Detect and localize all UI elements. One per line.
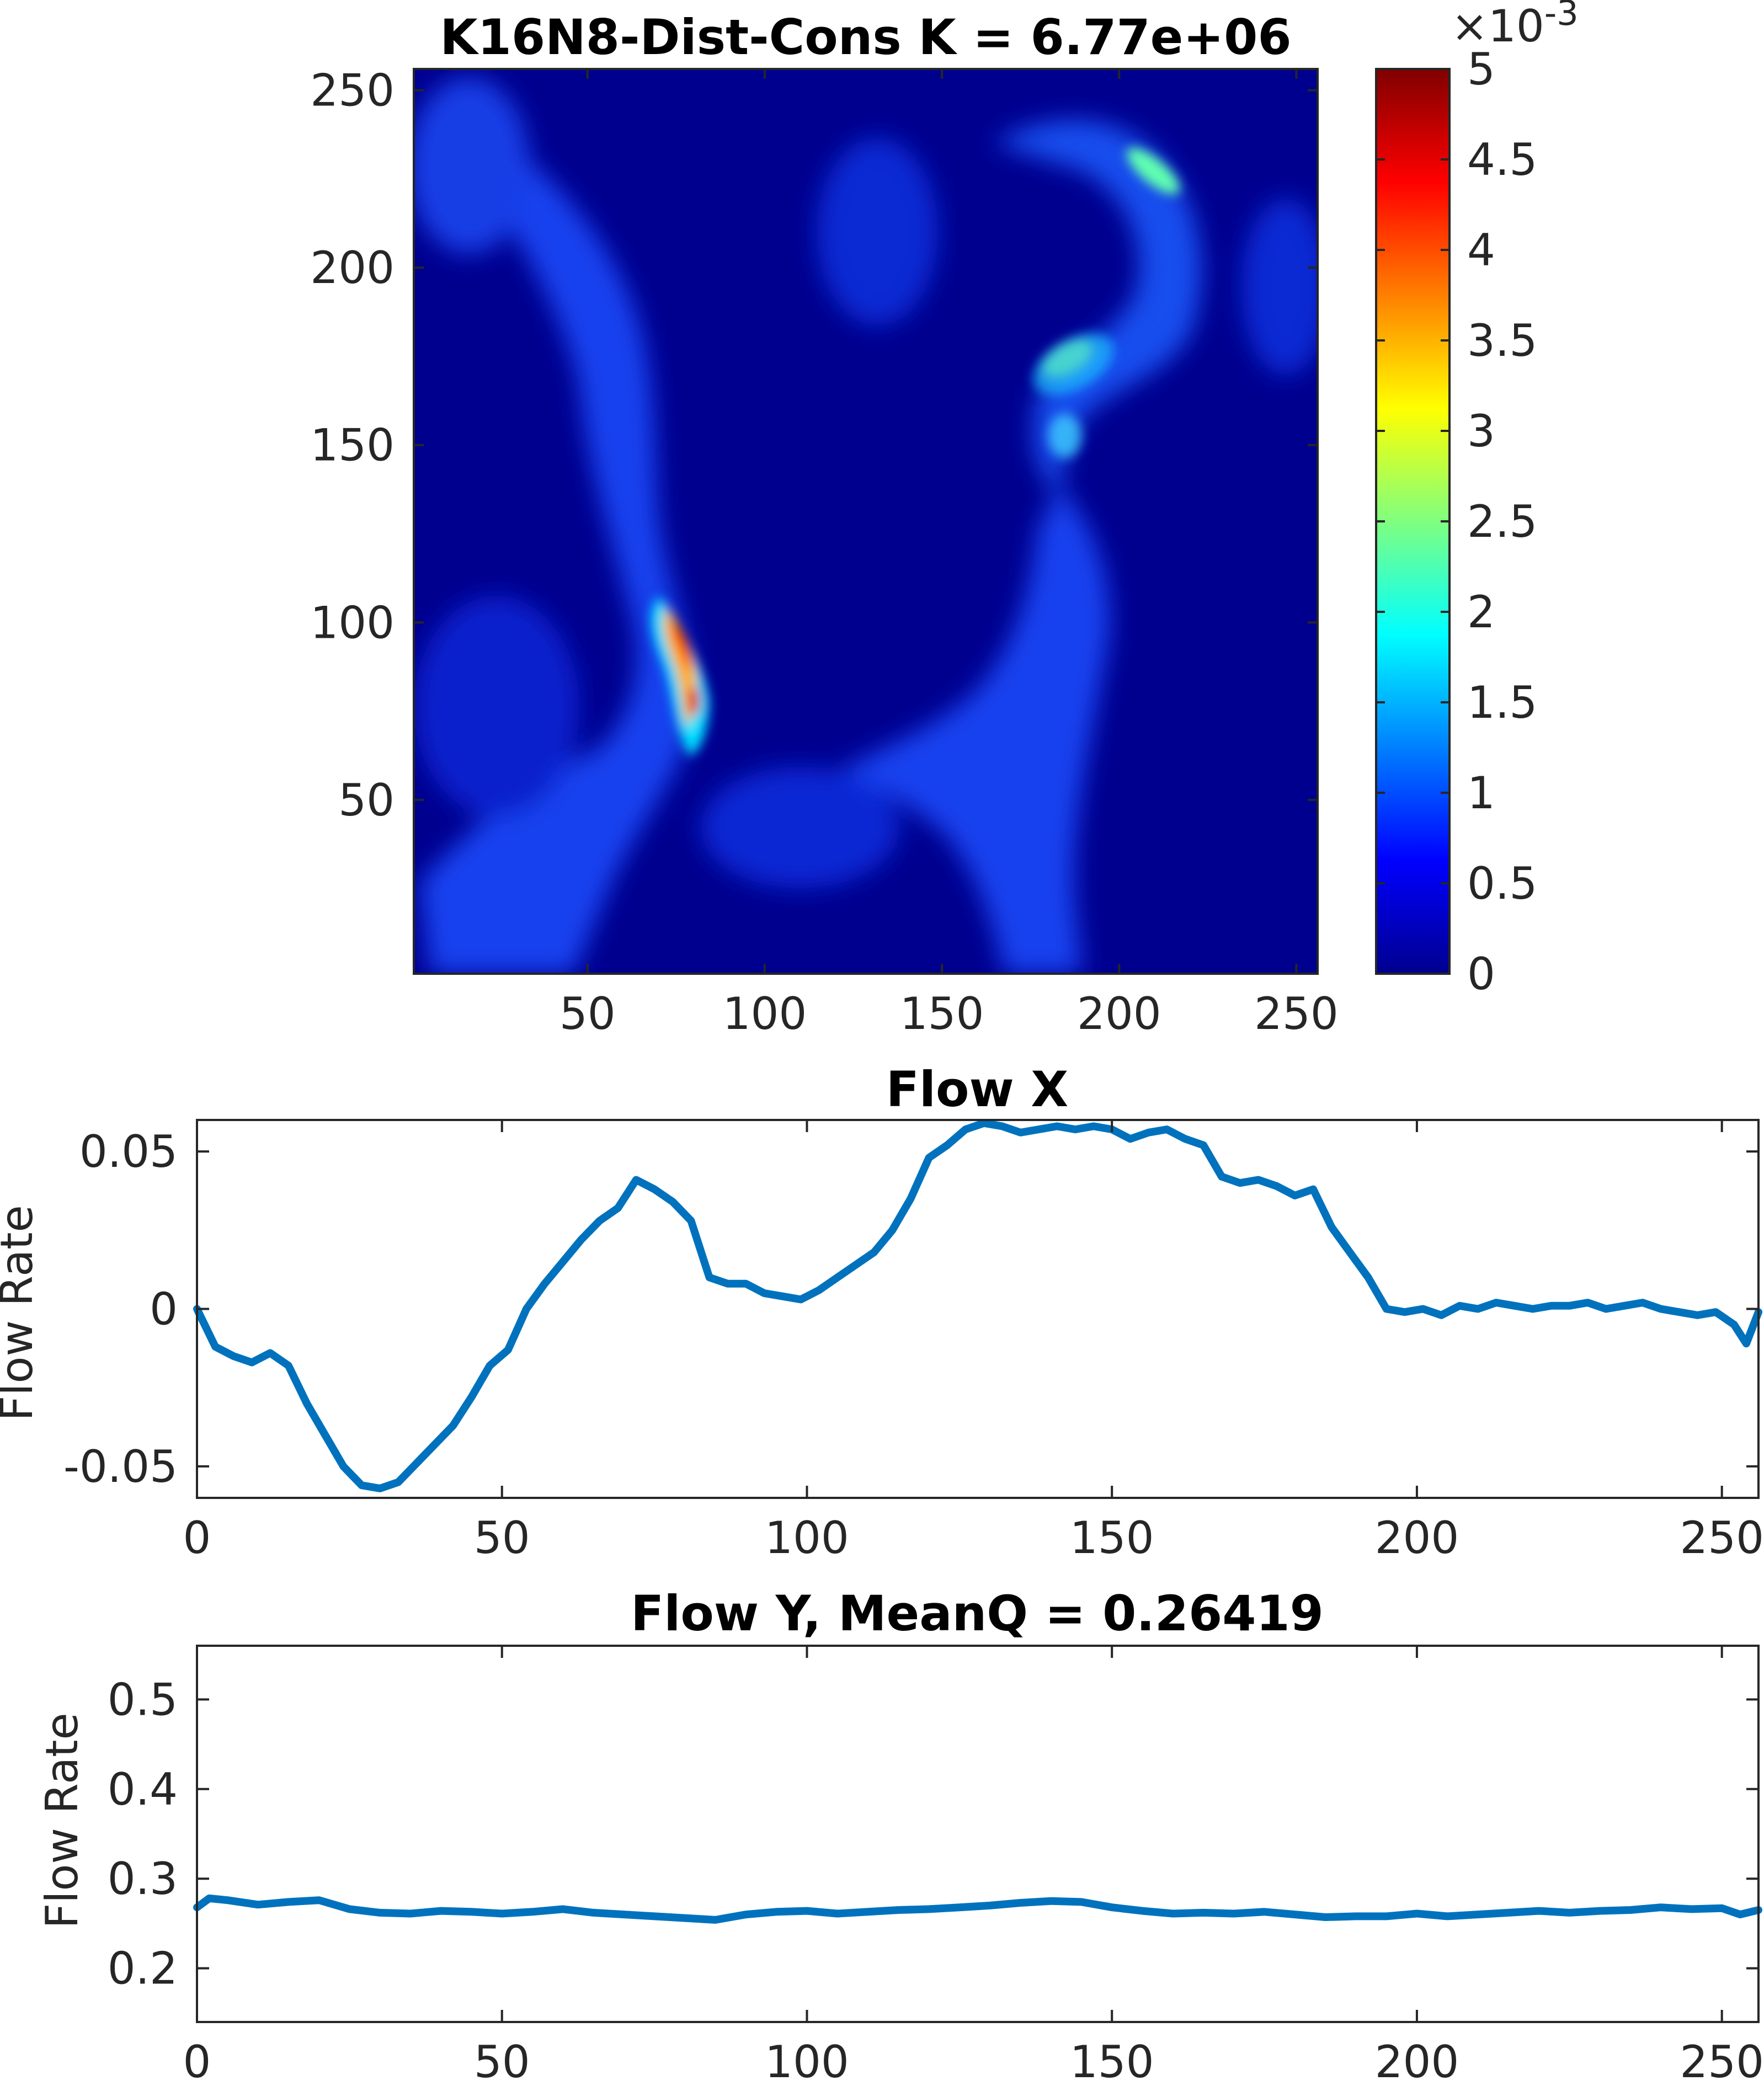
flow-y-series-line xyxy=(193,1894,1762,1924)
heatmap-title: K16N8-Dist-Cons K = 6.77e+06 xyxy=(440,9,1291,66)
colorbar-tick-label: 0 xyxy=(1467,948,1495,1000)
colorbar-tick-label: 0.5 xyxy=(1467,858,1537,909)
heatmap-y-tick-label: 250 xyxy=(310,65,395,116)
flow-x-x-tick-label: 200 xyxy=(1375,1512,1459,1564)
flow-y-title: Flow Y, MeanQ = 0.26419 xyxy=(631,1585,1324,1642)
heatmap-channel-left xyxy=(419,132,695,974)
heatmap-panel: K16N8-Dist-Cons K = 6.77e+06 xyxy=(310,0,1578,1039)
flow-x-x-tick-label: 0 xyxy=(183,1512,211,1564)
heatmap-y-tick-label: 50 xyxy=(338,775,395,826)
heatmap-channel-right-upper xyxy=(993,120,1202,497)
flow-x-plot-area xyxy=(197,1120,1758,1498)
colorbar-tick-label: 5 xyxy=(1467,44,1495,95)
heatmap-field xyxy=(414,77,1318,974)
heatmap-blob-top-left xyxy=(414,77,530,254)
flow-x-x-axis: 0 50 100 150 200 250 xyxy=(183,1120,1764,1564)
heatmap-blob-right-edge xyxy=(1241,199,1318,375)
flow-y-y-axis: 0.2 0.3 0.4 0.5 xyxy=(108,1674,1758,1994)
heatmap-x-tick-label: 50 xyxy=(559,988,616,1039)
flow-y-x-tick-label: 200 xyxy=(1375,2036,1459,2086)
heatmap-blob-left-lower xyxy=(414,596,579,817)
flow-y-y-label: Flow Rate xyxy=(36,1712,88,1928)
heatmap-x-tick-label: 200 xyxy=(1077,988,1161,1039)
colorbar-tick-label: 1.5 xyxy=(1467,677,1537,728)
flow-x-x-tick-label: 100 xyxy=(765,1512,849,1564)
flow-y-y-tick-label: 0.5 xyxy=(108,1674,178,1725)
heatmap-blob-top-middle xyxy=(817,138,938,326)
flow-y-x-tick-label: 250 xyxy=(1680,2036,1764,2086)
heatmap-throat-peak-lower xyxy=(689,686,700,715)
flow-x-y-tick-label: 0 xyxy=(150,1284,178,1335)
flow-y-x-tick-label: 100 xyxy=(765,2036,849,2086)
heatmap-y-tick-label: 150 xyxy=(310,420,395,471)
heatmap-hotspot-right-lower xyxy=(1048,414,1081,458)
flow-x-x-tick-label: 250 xyxy=(1680,1512,1764,1564)
heatmap-x-tick-label: 150 xyxy=(900,988,984,1039)
heatmap-throat-core xyxy=(663,607,697,728)
flow-y-x-axis: 0 50 100 150 200 250 xyxy=(183,1646,1764,2086)
flow-x-x-tick-label: 50 xyxy=(474,1512,530,1564)
colorbar-tick-label: 3 xyxy=(1467,406,1495,457)
heatmap-y-axis: 50 100 150 200 250 xyxy=(310,65,1318,826)
flow-y-x-tick-label: 50 xyxy=(474,2036,530,2086)
colorbar-tick-label: 4.5 xyxy=(1467,134,1537,185)
flow-x-y-tick-label: 0.05 xyxy=(79,1126,178,1177)
flow-y-x-tick-label: 150 xyxy=(1070,2036,1154,2086)
flow-x-x-tick-label: 150 xyxy=(1070,1512,1154,1564)
colorbar-tick-label: 3.5 xyxy=(1467,315,1537,366)
heatmap-x-axis: 50 100 150 200 250 xyxy=(559,69,1339,1039)
flow-x-title: Flow X xyxy=(886,1061,1069,1118)
heatmap-channel-right-lower xyxy=(839,486,1110,974)
heatmap-frame xyxy=(413,68,1319,975)
colorbar-tick-label: 1 xyxy=(1467,767,1495,819)
flow-y-x-tick-label: 0 xyxy=(183,2036,211,2086)
colorbar-tick-label: 2.5 xyxy=(1467,496,1537,547)
flow-x-y-label: Flow Rate xyxy=(0,1205,42,1421)
colorbar-ticks: 0 0.5 1 1.5 2 2.5 3 3.5 4 4.5 5 xyxy=(1376,44,1537,1000)
flow-y-y-tick-label: 0.4 xyxy=(108,1764,178,1815)
heatmap-y-tick-label: 200 xyxy=(310,242,395,294)
colorbar-gradient xyxy=(1376,69,1449,974)
colorbar-tick-label: 2 xyxy=(1467,586,1495,638)
flow-y-y-tick-label: 0.2 xyxy=(108,1943,178,1994)
heatmap-x-tick-label: 250 xyxy=(1254,988,1339,1039)
flow-x-series-line xyxy=(193,1119,1762,1492)
heatmap-hotspot-right-mid-glow xyxy=(1033,333,1113,395)
heatmap-x-tick-label: 100 xyxy=(723,988,807,1039)
flow-y-y-tick-label: 0.3 xyxy=(108,1853,178,1904)
heatmap-throat-peak xyxy=(673,618,691,673)
flow-y-panel: Flow Y, MeanQ = 0.26419 0 50 100 150 200 250 … xyxy=(36,1585,1764,2086)
colorbar-multiplier: ×10-3 xyxy=(1451,0,1579,52)
heatmap-hotspot-right-top xyxy=(1126,147,1180,195)
flow-x-y-tick-label: -0.05 xyxy=(63,1441,178,1492)
colorbar-tick-label: 4 xyxy=(1467,225,1495,276)
flow-x-y-axis: -0.05 0 0.05 xyxy=(63,1126,1758,1492)
flow-y-frame xyxy=(196,1645,1760,2023)
heatmap-y-tick-label: 100 xyxy=(310,597,395,648)
flow-y-plot-area xyxy=(197,1646,1758,2022)
colorbar: 0 0.5 1 1.5 2 2.5 3 3.5 4 4.5 5 ×10-3 xyxy=(1375,0,1579,1000)
heatmap-blob-bottom-middle xyxy=(701,767,899,888)
